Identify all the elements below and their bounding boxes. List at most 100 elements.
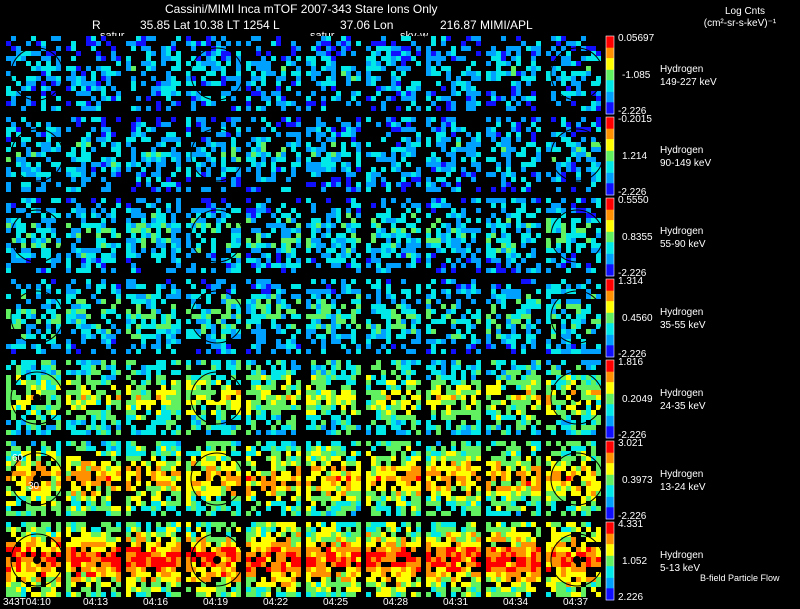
heatmap-cell [426,157,431,162]
heatmap-cell [21,51,26,56]
heatmap-cell [446,425,451,430]
heatmap-cell [156,370,161,375]
heatmap-cell [416,51,421,56]
heatmap-cell [561,309,566,314]
heatmap-cell [386,329,391,334]
heatmap-cell [56,451,61,456]
heatmap-cell [216,344,221,349]
heatmap-cell [106,71,111,76]
heatmap-cell [351,395,356,400]
heatmap-cell [371,66,376,71]
heatmap-cell [441,248,446,253]
heatmap-cell [206,41,211,46]
heatmap-cell [86,248,91,253]
heatmap-cell [391,243,396,248]
heatmap-cell [211,344,216,349]
heatmap-cell [271,167,276,172]
heatmap-cell [496,122,501,127]
heatmap-cell [396,147,401,152]
heatmap-cell [186,172,191,177]
heatmap-cell [526,299,531,304]
heatmap-cell [131,152,136,157]
heatmap-cell [571,223,576,228]
heatmap-cell [21,319,26,324]
heatmap-cell [16,223,21,228]
colorbar-step [606,185,614,188]
heatmap-cell [461,375,466,380]
heatmap-cell [106,451,111,456]
heatmap-cell [66,425,71,430]
heatmap-cell [546,410,551,415]
heatmap-cell [506,157,511,162]
heatmap-cell [36,410,41,415]
heatmap-cell [191,263,196,268]
heatmap-cell [221,430,226,435]
heatmap-cell [276,258,281,263]
extra-label: 216.87 MIMI/APL [440,18,533,32]
heatmap-cell [76,370,81,375]
heatmap-cell [76,314,81,319]
heatmap-cell [436,430,441,435]
heatmap-cell [211,147,216,152]
heatmap-cell [221,76,226,81]
heatmap-cell [231,208,236,213]
heatmap-cell [56,46,61,51]
heatmap-cell [136,415,141,420]
heatmap-cell [386,324,391,329]
heatmap-cell [471,390,476,395]
heatmap-cell [491,319,496,324]
heatmap-cell [416,203,421,208]
heatmap-cell [431,208,436,213]
heatmap-cell [211,258,216,263]
heatmap-cell [491,268,496,273]
heatmap-cell [131,223,136,228]
heatmap-cell [536,430,541,435]
heatmap-cell [586,218,591,223]
heatmap-cell [86,91,91,96]
heatmap-cell [21,56,26,61]
heatmap-cell [461,385,466,390]
heatmap-cell [566,91,571,96]
heatmap-cell [341,127,346,132]
heatmap-cell [441,198,446,203]
heatmap-cell [436,56,441,61]
heatmap-cell [396,91,401,96]
heatmap-cell [576,349,581,354]
heatmap-cell [471,101,476,106]
heatmap-cell [331,243,336,248]
heatmap-cell [366,172,371,177]
colorbar-step [606,250,614,252]
heatmap-cell [426,309,431,314]
heatmap-cell [16,496,21,501]
heatmap-cell [96,400,101,405]
heatmap-cell [401,36,406,41]
heatmap-cell [476,349,481,354]
heatmap-cell [436,380,441,385]
heatmap-cell [146,395,151,400]
heatmap-cell [196,56,201,61]
heatmap-cell [136,132,141,137]
heatmap-cell [271,284,276,289]
heatmap-cell [36,415,41,420]
heatmap-cell [366,400,371,405]
heatmap-cell [326,162,331,167]
heatmap-cell [276,329,281,334]
heatmap-cell [31,380,36,385]
heatmap-cell [391,117,396,122]
heatmap-cell [81,157,86,162]
heatmap-cell [221,258,226,263]
heatmap-cell [266,137,271,142]
heatmap-cell [266,233,271,238]
fov-circle [550,209,604,263]
heatmap-cell [581,147,586,152]
heatmap-cell [586,304,591,309]
heatmap-cell [556,349,561,354]
heatmap-cell [551,324,556,329]
heatmap-cell [411,248,416,253]
heatmap-cell [236,127,241,132]
heatmap-cell [416,182,421,187]
heatmap-cell [346,162,351,167]
heatmap-cell [531,370,536,375]
heatmap-cell [66,309,71,314]
colorbar-step [606,432,614,435]
